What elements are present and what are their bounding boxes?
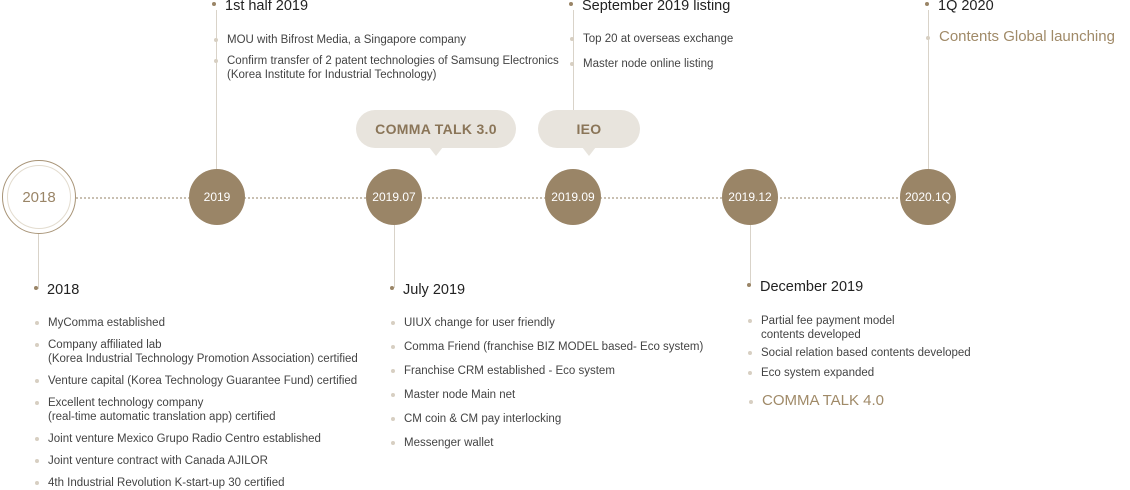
list-item: Company affiliated lab (Korea Industrial …	[34, 338, 394, 366]
list-item: Social relation based contents developed	[747, 346, 1047, 360]
list-item: Eco system expanded	[747, 366, 1047, 380]
block-2018-title: 2018	[34, 282, 79, 298]
list-item: MyComma established	[34, 316, 394, 330]
block-dec2019-list: Partial fee payment model contents develo…	[747, 314, 1047, 380]
timeline-node-2019: 2019	[189, 169, 245, 225]
list-item-line: Company affiliated lab	[48, 339, 162, 351]
list-item: Messenger wallet	[390, 436, 720, 450]
bullet-dot	[34, 286, 38, 291]
block-dec2019-title-text: December 2019	[760, 279, 864, 295]
block-dec2019-highlight: COMMA TALK 4.0	[749, 392, 884, 409]
block-h2019-list: MOU with Bifrost Media, a Singapore comp…	[213, 33, 573, 82]
list-item: Partial fee payment model contents develo…	[747, 314, 1047, 342]
bubble-ieo: IEO	[538, 110, 640, 156]
list-item: MOU with Bifrost Media, a Singapore comp…	[213, 33, 573, 47]
list-item-line: contents developed	[761, 329, 861, 341]
bullet-dot	[569, 2, 573, 7]
timeline-node-2018: 2018	[2, 160, 76, 234]
connector-2020-1q	[928, 10, 929, 169]
list-item: Top 20 at overseas exchange	[569, 32, 769, 46]
list-item-line: (real-time automatic translation app) ce…	[48, 411, 276, 423]
list-item: Confirm transfer of 2 patent technologie…	[213, 54, 573, 82]
block-jul2019-list: UIUX change for user friendly Comma Frie…	[390, 316, 720, 450]
timeline-node-2019-09: 2019.09	[545, 169, 601, 225]
block-h2019-title-text: 1st half 2019	[225, 0, 309, 14]
block-jul2019-title: July 2019	[390, 282, 465, 298]
list-item: Joint venture Mexico Grupo Radio Centro …	[34, 432, 394, 446]
block-h2019-title: 1st half 2019	[212, 0, 308, 14]
block-sep2019-title-text: September 2019 listing	[582, 0, 731, 14]
list-item-line: Confirm transfer of 2 patent technologie…	[227, 55, 559, 67]
connector-2018	[38, 234, 39, 289]
list-item: Comma Friend (franchise BIZ MODEL based-…	[390, 340, 720, 354]
bullet-dot	[747, 283, 751, 288]
list-item: CM coin & CM pay interlocking	[390, 412, 720, 426]
timeline-node-2019-12: 2019.12	[722, 169, 778, 225]
block-q2020-title-text: 1Q 2020	[938, 0, 994, 14]
list-item-line: Excellent technology company	[48, 397, 204, 409]
bullet-dot	[212, 2, 216, 7]
list-item-line: (Korea Industrial Technology Promotion A…	[48, 353, 358, 365]
block-sep2019-list: Top 20 at overseas exchange Master node …	[569, 32, 769, 71]
list-item: UIUX change for user friendly	[390, 316, 720, 330]
list-item: Joint venture contract with Canada AJILO…	[34, 454, 394, 468]
block-2018-list: MyComma established Company affiliated l…	[34, 316, 394, 490]
block-q2020-title: 1Q 2020	[925, 0, 994, 14]
list-item: Franchise CRM established - Eco system	[390, 364, 720, 378]
block-sep2019-title: September 2019 listing	[569, 0, 730, 14]
list-item: Venture capital (Korea Technology Guaran…	[34, 374, 394, 388]
list-item-line: (Korea Institute for Industrial Technolo…	[227, 69, 437, 81]
timeline-node-2020-1q: 2020.1Q	[900, 169, 956, 225]
block-2018-title-text: 2018	[47, 282, 80, 298]
bullet-dot	[390, 286, 394, 291]
block-jul2019-title-text: July 2019	[403, 282, 466, 298]
list-item: Master node Main net	[390, 388, 720, 402]
bubble-comma-talk-3: COMMA TALK 3.0	[356, 110, 516, 156]
timeline-axis	[40, 197, 930, 199]
block-q2020-highlight: Contents Global launching	[926, 28, 1115, 45]
connector-2019-09	[573, 10, 574, 110]
bullet-dot	[925, 2, 929, 7]
list-item: Excellent technology company (real-time a…	[34, 396, 394, 424]
connector-2019-12	[750, 225, 751, 286]
list-item-line: Partial fee payment model	[761, 315, 895, 327]
connector-2019-07	[394, 225, 395, 288]
list-item: 4th Industrial Revolution K-start-up 30 …	[34, 476, 394, 490]
list-item: Master node online listing	[569, 57, 769, 71]
block-dec2019-title: December 2019	[747, 279, 863, 295]
connector-2019	[216, 10, 217, 169]
timeline-node-2019-07: 2019.07	[366, 169, 422, 225]
